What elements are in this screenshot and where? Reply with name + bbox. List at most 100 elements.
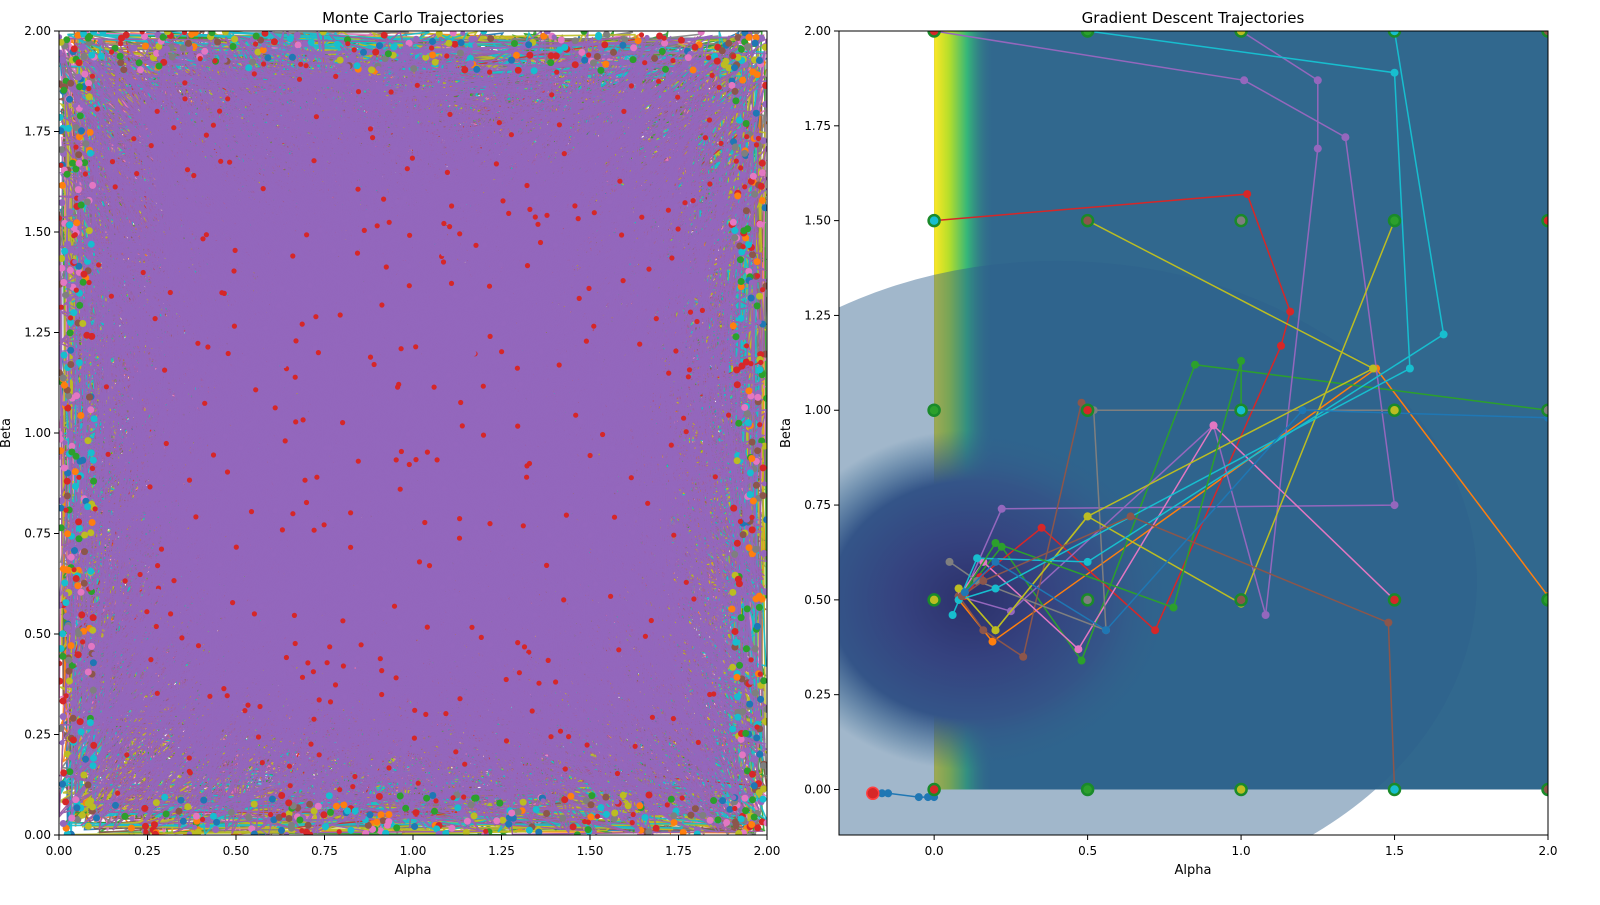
mc-point: [192, 242, 198, 248]
mc-point: [100, 308, 106, 314]
gd-start-point: [1080, 593, 1095, 607]
mc-point: [248, 825, 256, 833]
mc-point: [59, 56, 66, 64]
mc-point: [685, 374, 692, 380]
mc-point: [77, 412, 85, 419]
mc-point: [74, 816, 82, 824]
mc-point: [573, 147, 580, 153]
mc-point: [63, 507, 69, 513]
mc-point: [738, 751, 746, 759]
y-tick-label: 1.50: [24, 225, 51, 239]
mc-point: [66, 221, 74, 229]
mc-point: [610, 445, 616, 451]
mc-point: [192, 127, 198, 133]
mc-point: [422, 50, 428, 56]
mc-point: [695, 739, 701, 746]
mc-point: [68, 661, 76, 669]
mc-point: [142, 822, 149, 830]
mc-point: [88, 681, 95, 687]
mc-point: [748, 455, 756, 462]
mc-point: [524, 182, 530, 189]
mc-point: [410, 65, 418, 73]
mc-point: [547, 59, 555, 67]
mc-point: [548, 734, 554, 740]
mc-point: [688, 145, 694, 151]
gd-start-point: [1234, 213, 1248, 228]
mc-point: [457, 39, 465, 47]
mc-point: [127, 824, 135, 832]
mc-point: [755, 603, 763, 611]
mc-point: [739, 171, 747, 179]
mc-point: [154, 690, 160, 696]
mc-point: [729, 322, 737, 330]
mc-point: [742, 120, 750, 127]
mc-point: [691, 43, 699, 51]
mc-point: [75, 524, 83, 532]
mc-point: [383, 264, 389, 270]
mc-point: [734, 713, 742, 721]
mc-point: [59, 447, 65, 455]
mc-point: [630, 811, 636, 818]
mc-point: [649, 714, 656, 720]
mc-point: [79, 102, 85, 108]
mc-point: [261, 61, 267, 67]
mc-point: [59, 113, 64, 121]
mc-point: [619, 232, 625, 238]
mc-point: [618, 285, 624, 292]
gd-point: [988, 637, 997, 646]
mc-point: [422, 53, 430, 61]
mc-point: [262, 325, 269, 331]
gd-point: [1369, 364, 1378, 373]
mc-point: [62, 566, 70, 574]
mc-point: [406, 461, 412, 468]
mc-point: [260, 619, 266, 625]
mc-point: [67, 553, 75, 561]
gd-point: [945, 557, 954, 566]
mc-point: [637, 341, 643, 347]
mc-point: [762, 717, 767, 725]
x-tick-label: 0.25: [134, 844, 161, 858]
mc-point: [689, 66, 697, 74]
mc-point: [617, 178, 623, 184]
mc-point: [376, 42, 384, 50]
mc-point: [747, 294, 755, 302]
mc-point: [186, 831, 192, 835]
mc-point: [738, 620, 746, 628]
mc-point: [333, 73, 339, 79]
mc-point: [645, 61, 653, 69]
mc-point: [561, 796, 569, 804]
mc-point: [377, 656, 383, 662]
mc-point: [472, 35, 478, 41]
mc-point: [473, 113, 480, 119]
mc-point: [669, 559, 675, 565]
mc-point: [390, 43, 398, 51]
mc-point: [333, 40, 341, 48]
gd-start-point: [1541, 782, 1548, 797]
mc-point: [630, 44, 638, 52]
mc-point: [86, 393, 93, 401]
mc-point: [638, 794, 646, 802]
mc-point: [462, 828, 470, 835]
mc-point: [210, 122, 216, 128]
mc-point: [379, 691, 385, 698]
mc-point: [173, 147, 179, 153]
mc-point: [424, 624, 430, 630]
mc-point: [82, 140, 90, 148]
mc-point: [80, 771, 88, 779]
mc-point: [78, 811, 86, 819]
mc-point: [168, 53, 176, 61]
mc-point: [501, 382, 508, 388]
mc-point: [593, 581, 599, 587]
mc-point: [636, 378, 642, 384]
mc-point: [756, 366, 764, 374]
mc-point: [736, 661, 744, 669]
mc-point: [429, 792, 437, 799]
mc-point: [610, 48, 617, 56]
mc-point: [381, 196, 387, 202]
mc-point: [78, 611, 86, 619]
mc-point: [160, 507, 166, 513]
mc-point: [733, 366, 741, 374]
mc-point: [748, 438, 756, 446]
mc-point: [337, 787, 343, 793]
